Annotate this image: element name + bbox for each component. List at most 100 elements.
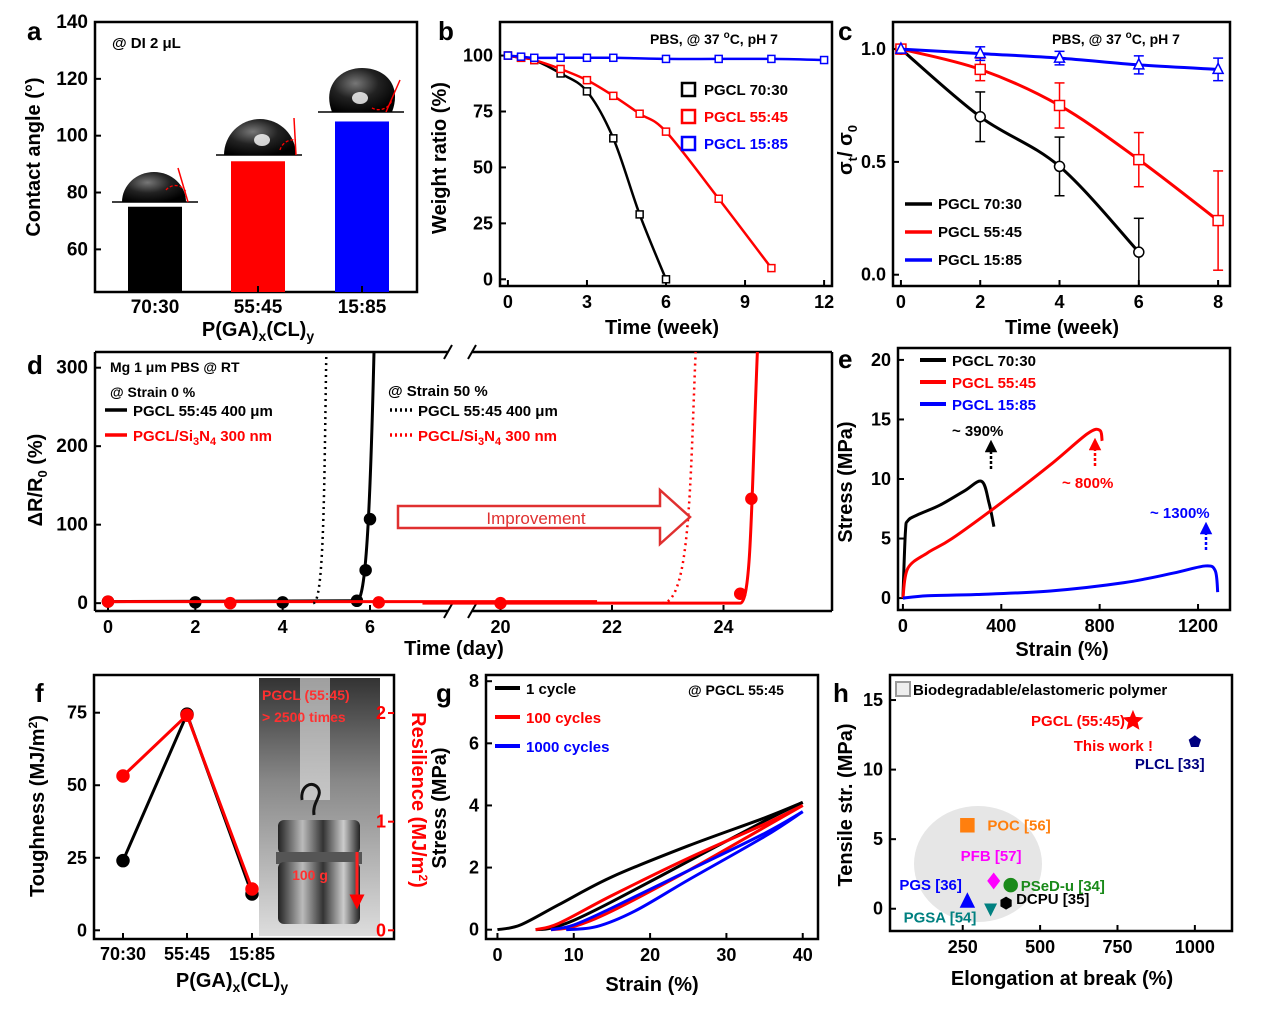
point-pgcl-15-85 [609, 53, 618, 63]
axis-break-mark [467, 603, 477, 619]
panel-a-contact-angle: a @ DI 2 μL 60 80 100 120 140 70:30 55:45 15:8… [23, 12, 419, 344]
point-pgcl-70-30 [609, 134, 618, 143]
panel-letter-g: g [436, 678, 452, 708]
panel-h-comparison: h Biodegradable/elastomeric polymer 0 5 10… [833, 673, 1234, 990]
weight-photo: PGCL (55:45) > 2500 times 100 g [259, 678, 380, 936]
legend-label-pgcl-15-85: PGCL 15:85 [704, 136, 788, 153]
photo-weight-label: 100 g [292, 867, 328, 883]
panel-f-axes-frame [92, 673, 396, 941]
point-pgcl-15-85 [1132, 57, 1146, 70]
point-pgcl-15-85 [1053, 50, 1066, 63]
point-pgcl-15-85 [894, 41, 908, 54]
panel-b-ytick-label: 100 [463, 46, 493, 66]
panel-a-y-label: Contact angle (°) [23, 77, 45, 236]
line-resilience [121, 712, 254, 890]
improvement-label: Improvement [486, 509, 585, 528]
legend-swatch-pgcl-70-30 [680, 81, 697, 98]
panel-letter-d: d [27, 350, 43, 380]
panel-f-toughness: f PGCL (55:45) > 2500 times 100 g 0 25 50 7… [26, 673, 430, 995]
point-pgcl-55-45 [1133, 153, 1145, 166]
point-pgcl-si3n4-300-nm-strain-0 [733, 587, 747, 600]
panel-g-legend: 1 cycle 100 cycles 1000 cycles [495, 681, 609, 756]
point-dcpu-35 [1000, 896, 1012, 910]
point-label-pgcl-55-45: PGCL (55:45) [1031, 713, 1125, 730]
legend-label-pgcl-si3n4-300-nm-strain-0: PGCL/Si3N4 300 nm [133, 428, 272, 448]
panel-c-xtick-label: 4 [1055, 292, 1065, 312]
point-pgcl-55-45 [661, 127, 671, 136]
panel-g-xtick-label: 30 [716, 945, 736, 965]
point-label2-pgcl-55-45: This work ! [1074, 738, 1153, 755]
point-pgcl-15-85 [1211, 61, 1225, 75]
droplet-image-15-85 [318, 68, 404, 113]
panel-g-ytick-label: 2 [469, 858, 479, 878]
point-pfb-57 [987, 872, 1001, 890]
panel-a-ytick-label: 120 [56, 69, 88, 90]
point-pgcl-15-85 [819, 55, 829, 65]
legend-label-pgcl-55-45: PGCL 55:45 [952, 375, 1036, 392]
panel-d-annotation-2: @ Strain 0 % [110, 384, 196, 400]
panel-h-plot: 0 5 10 15 250 500 750 1000 PGCL (55:45) This work… [863, 690, 1215, 957]
panel-b-xtick-label: 3 [582, 292, 592, 312]
line-pgcl-55-45 [901, 427, 1104, 599]
panel-f-yrtick-label: 2 [376, 703, 386, 723]
panel-f-y-label: Toughness (MJ/m2) [26, 715, 49, 897]
panel-c-legend: PGCL 70:30 PGCL 55:45 PGCL 15:85 [905, 196, 1022, 269]
panel-g-ytick-label: 4 [469, 795, 479, 815]
line-pgcl-70-30 [901, 479, 996, 599]
point-resilience [116, 769, 130, 783]
point-pgcl-70-30 [974, 111, 986, 123]
point-pgcl-55-45 [974, 63, 986, 76]
panel-d-xtick-label: 6 [365, 617, 375, 637]
line-pgcl-15-85 [902, 564, 1220, 600]
panel-c-plot: 0.0 0.5 1.0 0 2 4 6 8 [861, 39, 1225, 312]
point-pgcl-55-45-400-m-strain-0 [363, 512, 377, 526]
point-label-plcl-33: PLCL [33] [1135, 756, 1205, 773]
line-pgcl-15-85 [507, 54, 825, 62]
panel-a-xtick-label: 15:85 [338, 297, 387, 318]
panel-e-plot: 0 5 10 15 20 0 400 800 1200 [871, 350, 1220, 636]
biodegradable-region [914, 806, 1042, 922]
legend-label-pgcl-70-30: PGCL 70:30 [704, 82, 788, 99]
panel-b-ytick-label: 50 [473, 157, 493, 177]
improvement-arrow: Improvement [396, 487, 692, 547]
panel-c-xtick-label: 8 [1213, 292, 1223, 312]
panel-e-xtick-label: 0 [898, 616, 908, 636]
point-pgcl-55-45 [582, 75, 592, 85]
point-pgcl-si3n4-300-nm-strain-0 [224, 596, 237, 610]
panel-b-ytick-label: 0 [483, 269, 493, 289]
point-pgcl-si3n4-300-nm-strain-0 [745, 492, 758, 506]
legend-label-100-cycles: 100 cycles [526, 710, 601, 727]
panel-e-xtick-label: 1200 [1178, 616, 1218, 636]
panel-e-ytick-label: 0 [881, 588, 891, 608]
point-pgcl-15-85 [582, 53, 592, 63]
panel-d-xtick-label: 20 [490, 617, 510, 637]
panel-g-xtick-label: 20 [640, 945, 660, 965]
point-poc-56 [960, 818, 975, 833]
panel-d-x-label: Time (day) [404, 638, 504, 660]
legend-label-pgcl-si3n4-300-nm-strain-50: PGCL/Si3N4 300 nm [418, 428, 557, 448]
panel-e-ytick-label: 15 [871, 409, 891, 429]
panel-c-xtick-label: 0 [896, 292, 906, 312]
panel-a-ytick-label: 100 [56, 126, 88, 147]
point-pgcl-70-30 [635, 210, 644, 219]
point-pgcl-55-45 [714, 194, 723, 203]
panel-c-xtick-label: 2 [975, 292, 985, 312]
panel-a-ytick-label: 140 [56, 12, 88, 33]
loading-curve-1000-cycles [550, 810, 804, 932]
unloading-curve-1-cycle [535, 800, 804, 932]
panel-f-yrtick-label: 1 [376, 812, 386, 832]
point-pgcl-15-85 [661, 54, 671, 64]
panel-b-xtick-label: 9 [740, 292, 750, 312]
legend-label-1000-cycles: 1000 cycles [526, 739, 609, 756]
panel-f-y-right-label: Resilience (MJ/m2) [407, 712, 430, 888]
point-pgcl-55-45 [1053, 99, 1066, 112]
panel-b-ytick-label: 25 [473, 213, 493, 233]
panel-letter-a: a [27, 16, 42, 46]
bar-70-30 [128, 206, 182, 292]
point-label-pgsa-54: PGSA [54] [904, 910, 977, 927]
point-pgcl-55-45 [609, 91, 618, 101]
panel-e-stress-strain: e 0 5 10 15 20 0 400 800 1200 PGCL 70:30 PGCL 55:… [835, 344, 1232, 661]
point-pgcl-15-85 [714, 54, 723, 64]
point-label-dcpu-35: DCPU [35] [1016, 891, 1089, 908]
panel-h-ytick-label: 10 [863, 760, 883, 780]
